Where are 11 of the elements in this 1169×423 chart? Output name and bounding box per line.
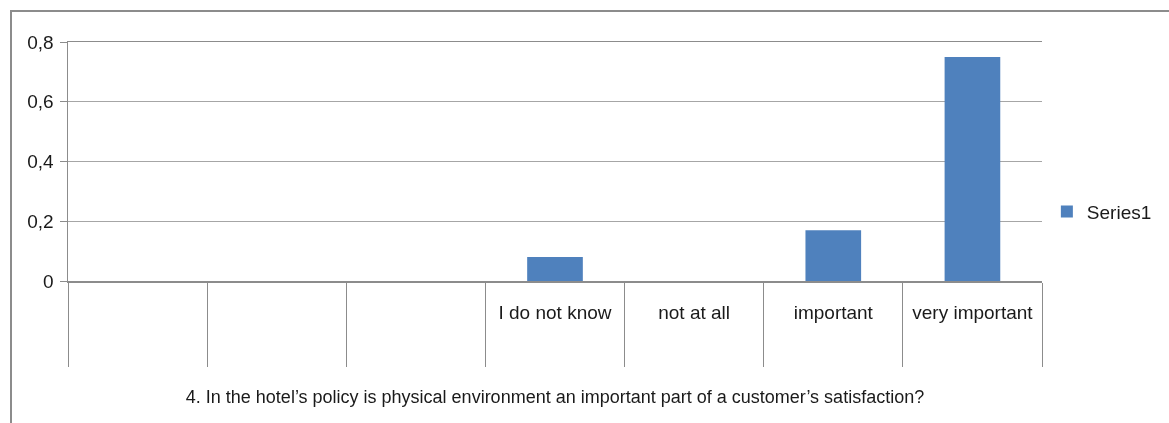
y-tick-label: 0,2 [27,210,54,232]
y-tick-label: 0,8 [27,31,54,53]
y-tick-label: 0,6 [27,91,54,113]
x-tick-label: not at all [658,302,731,324]
y-tick-label: 0,4 [27,151,55,173]
x-axis-title: 4. In the hotel’s policy is physical environment an important part of a customer’s satisfaction? [185,387,925,408]
x-tick-label: I do not know [498,302,612,324]
y-tick-label: 0 [43,270,54,292]
x-tick-label: very important [912,302,1034,324]
legend-label: Series1 [1086,201,1152,223]
x-tick-label: important [793,302,874,324]
